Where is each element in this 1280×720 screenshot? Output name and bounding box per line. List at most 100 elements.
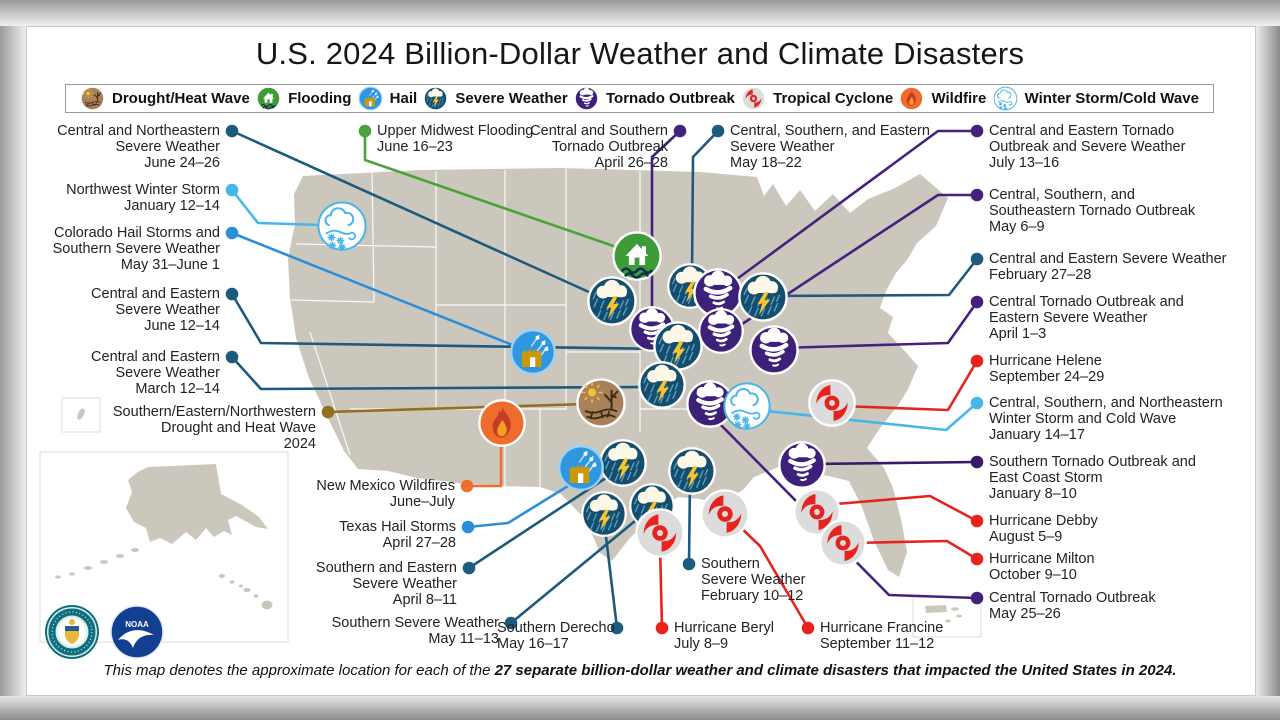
guam-shape xyxy=(77,408,85,420)
legend-label: Flooding xyxy=(288,90,352,107)
page-title: U.S. 2024 Billion-Dollar Weather and Cli… xyxy=(255,36,1025,71)
label-dot xyxy=(673,124,687,138)
noaa-logo: NOAA xyxy=(110,605,164,659)
flooding-icon xyxy=(256,86,281,111)
leader-line xyxy=(768,257,979,298)
severe-icon xyxy=(599,439,647,487)
tornado-icon xyxy=(779,442,824,487)
leader-line xyxy=(230,188,324,227)
aleutian-islands xyxy=(55,548,139,579)
severe-icon xyxy=(423,86,448,111)
label-dot xyxy=(970,552,984,566)
legend-label: Tornado Outbreak xyxy=(605,90,735,107)
label-dot xyxy=(460,479,474,493)
severe-icon xyxy=(587,276,637,326)
leader-line xyxy=(808,460,979,466)
alaska-shape xyxy=(126,464,268,544)
legend-item-wildfire: Wildfire xyxy=(899,86,986,111)
legend-item-flooding: Flooding xyxy=(256,86,351,111)
legend-item-hail: Hail xyxy=(358,86,418,111)
label-dot xyxy=(225,226,239,240)
leader-line xyxy=(230,129,602,299)
winter-icon xyxy=(318,202,365,250)
leader-line xyxy=(822,494,979,523)
leader-line xyxy=(720,129,979,292)
puerto-rico-shape xyxy=(925,605,962,623)
flooding-icon xyxy=(612,231,662,281)
leader-line xyxy=(728,193,979,334)
label-dot xyxy=(225,183,239,197)
label-dot xyxy=(970,591,984,605)
legend-item-tornado: Tornado Outbreak xyxy=(574,86,735,111)
label-dot xyxy=(711,124,725,138)
legend-label: Hail xyxy=(389,90,418,107)
label-dot xyxy=(970,188,984,202)
label-dot xyxy=(358,124,372,138)
leader-line xyxy=(710,414,979,600)
leader-line xyxy=(733,520,810,630)
cyclone-icon xyxy=(741,86,766,111)
cyclone-icon xyxy=(819,519,867,567)
label-dot xyxy=(225,287,239,301)
severe-icon xyxy=(581,491,627,537)
label-dot xyxy=(321,405,335,419)
conus-landmass xyxy=(288,168,948,577)
label-dot xyxy=(970,514,984,528)
label-dot xyxy=(461,520,475,534)
hawaii-islands xyxy=(219,574,273,610)
footer-prefix: This map denotes the approximate locatio… xyxy=(103,662,495,679)
noaa-logo-text: NOAA xyxy=(125,620,149,629)
hail-icon xyxy=(558,445,604,491)
hail-icon xyxy=(358,86,383,111)
legend: Drought/Heat Wave Flooding Hail Severe Weat… xyxy=(65,84,1214,113)
cyclone-icon xyxy=(700,489,750,539)
winter-icon xyxy=(724,383,769,429)
winter-icon xyxy=(993,86,1018,111)
severe-icon xyxy=(668,447,716,495)
leader-line xyxy=(230,231,522,350)
leader-line xyxy=(466,476,583,529)
label-dot xyxy=(970,124,984,138)
leader-line xyxy=(658,543,664,630)
legend-label: Wildfire xyxy=(931,90,987,107)
legend-item-drought: Drought/Heat Wave xyxy=(80,86,250,111)
wildfire-icon xyxy=(478,399,526,447)
label-dot xyxy=(462,561,476,575)
label-dot xyxy=(225,124,239,138)
severe-icon xyxy=(738,272,788,322)
label-dot xyxy=(970,295,984,309)
legend-item-winter: Winter Storm/Cold Wave xyxy=(993,86,1199,111)
hail-icon xyxy=(510,329,556,375)
label-dot xyxy=(610,621,624,635)
label-dot xyxy=(225,350,239,364)
label-dot xyxy=(504,616,518,630)
leader-line xyxy=(778,300,979,350)
legend-item-cyclone: Tropical Cyclone xyxy=(741,86,893,111)
tornado-icon xyxy=(750,326,797,373)
label-dot xyxy=(970,354,984,368)
leader-line xyxy=(230,355,652,391)
label-dot xyxy=(655,621,669,635)
leader-line xyxy=(326,402,587,414)
legend-label: Winter Storm/Cold Wave xyxy=(1024,90,1199,107)
leader-line xyxy=(509,510,648,625)
drought-icon xyxy=(576,378,626,428)
leader-line xyxy=(690,129,720,277)
label-dot xyxy=(801,621,815,635)
legend-item-severe: Severe Weather xyxy=(423,86,568,111)
drought-icon xyxy=(80,86,105,111)
leader-line xyxy=(850,539,979,561)
legend-label: Severe Weather xyxy=(455,90,568,107)
tornado-icon xyxy=(699,309,743,353)
label-dot xyxy=(970,396,984,410)
legend-label: Tropical Cyclone xyxy=(773,90,894,107)
label-dot xyxy=(682,557,696,571)
leader-line xyxy=(465,439,503,488)
wildfire-icon xyxy=(899,86,924,111)
leader-line xyxy=(602,518,619,630)
leader-line xyxy=(363,129,627,252)
label-dot xyxy=(970,252,984,266)
legend-label: Drought/Heat Wave xyxy=(112,90,250,107)
